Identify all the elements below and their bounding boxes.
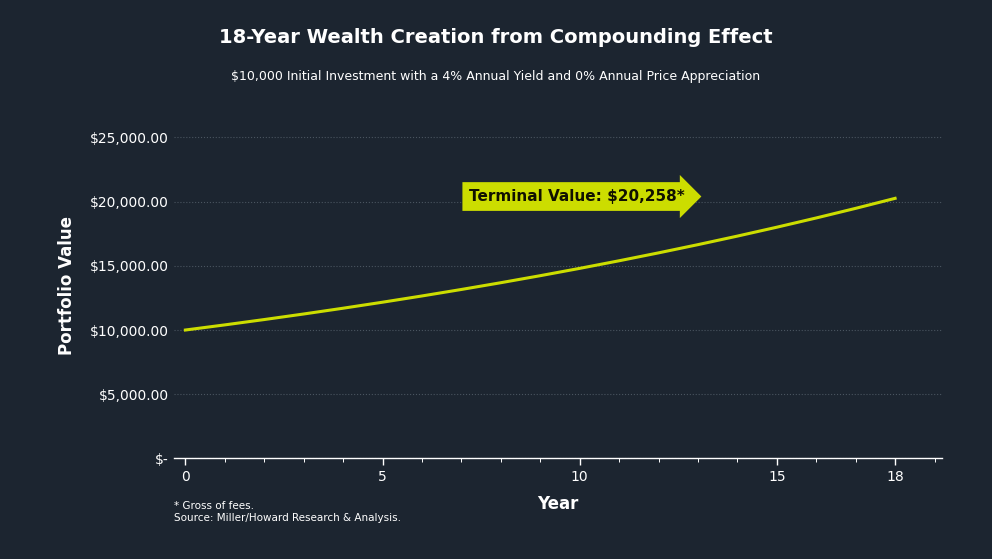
Text: * Gross of fees.: * Gross of fees.	[174, 501, 254, 511]
Text: $10,000 Initial Investment with a 4% Annual Yield and 0% Annual Price Appreciati: $10,000 Initial Investment with a 4% Ann…	[231, 70, 761, 83]
Y-axis label: Portfolio Value: Portfolio Value	[58, 216, 75, 354]
Text: Source: Miller/Howard Research & Analysis.: Source: Miller/Howard Research & Analysi…	[174, 513, 401, 523]
X-axis label: Year: Year	[538, 495, 578, 513]
Text: Terminal Value: $20,258*: Terminal Value: $20,258*	[469, 189, 685, 204]
Text: 18-Year Wealth Creation from Compounding Effect: 18-Year Wealth Creation from Compounding…	[219, 28, 773, 47]
